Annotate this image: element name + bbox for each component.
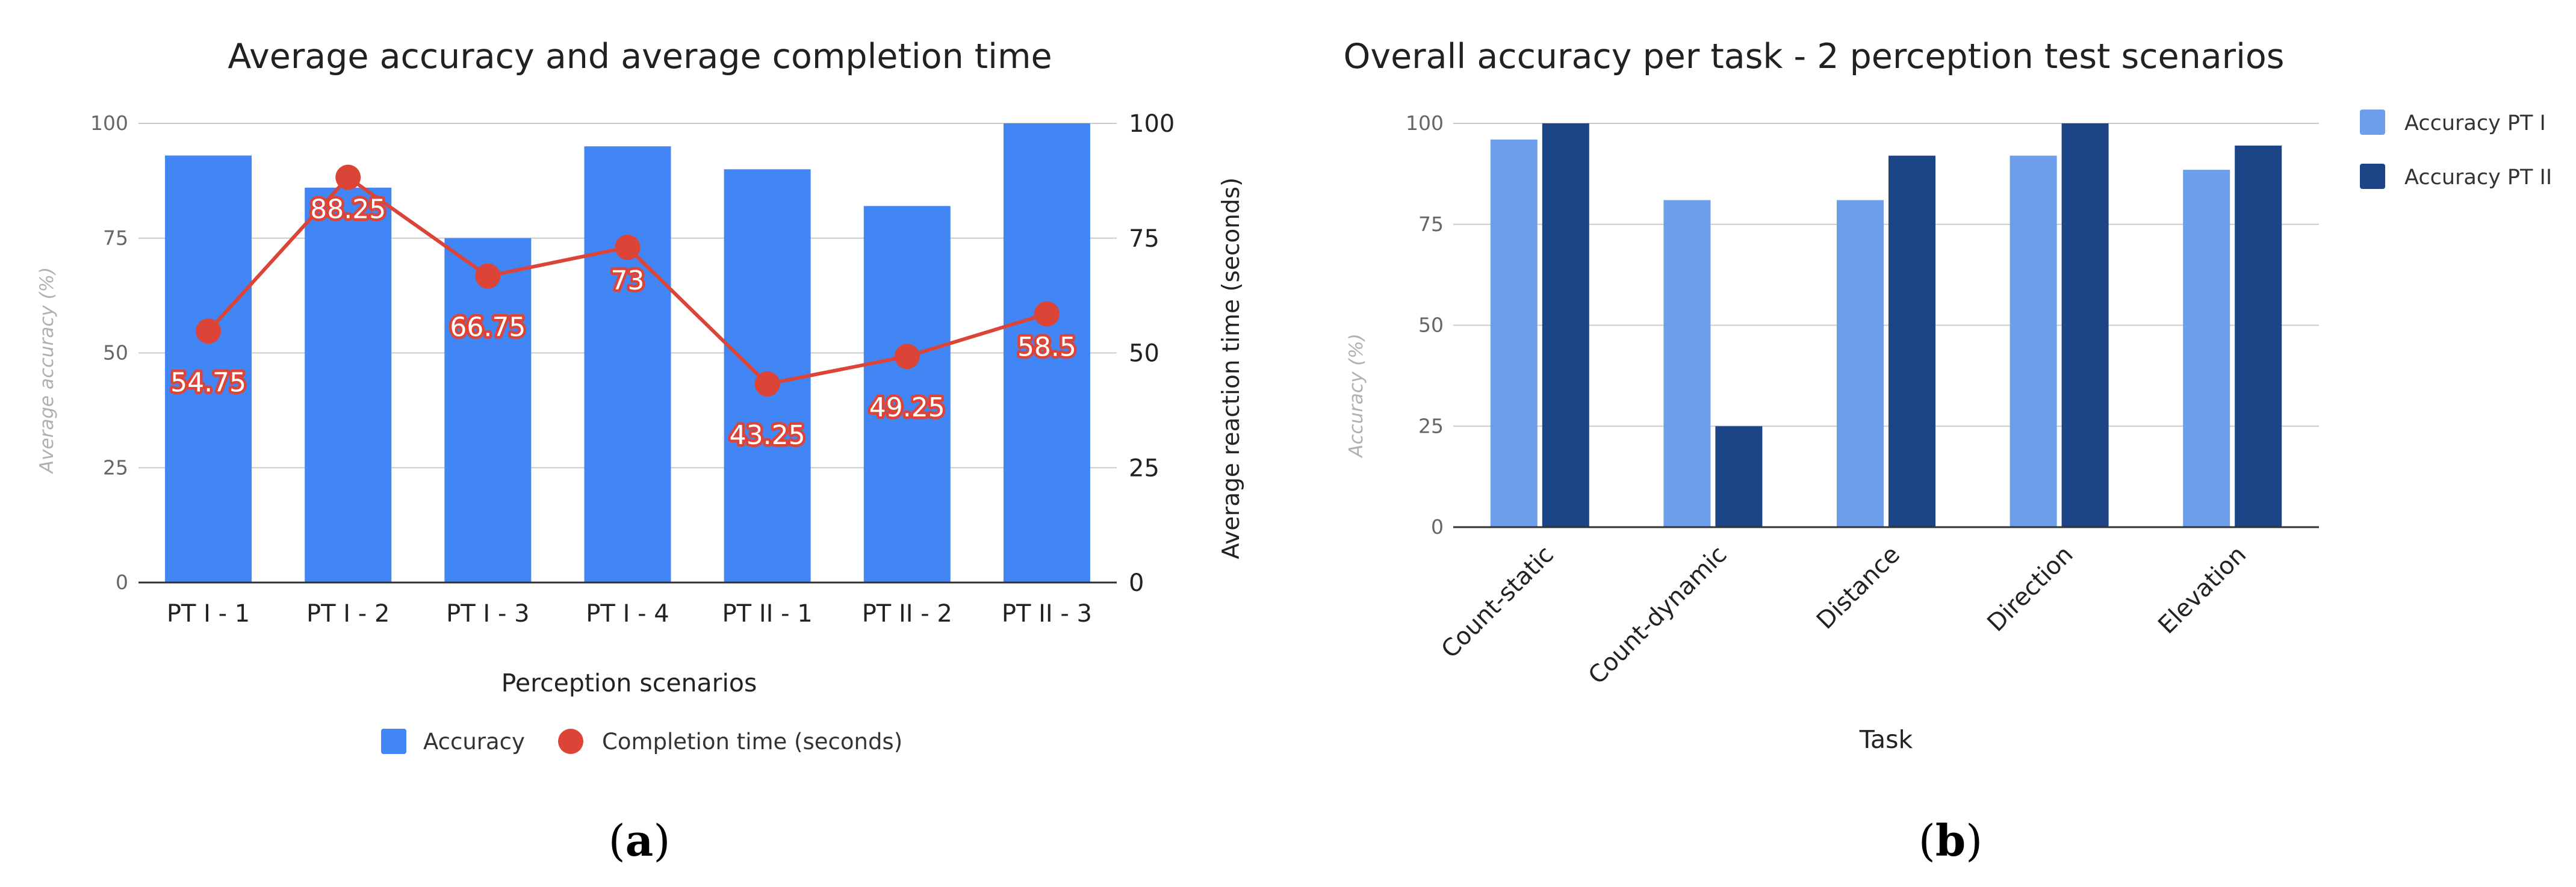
chart-b-bars	[1490, 123, 2282, 528]
bar-count-static-accuracy-pt-i	[1490, 139, 1538, 528]
legend-pt2-label: Accuracy PT II	[2404, 165, 2552, 190]
caption-a-letter: a	[625, 815, 654, 866]
b-left-tick-50: 50	[1418, 314, 1444, 337]
b-left-tick-0: 0	[1431, 515, 1444, 539]
bar-pt-i-3	[444, 238, 532, 583]
category-label-direction: Direction	[1982, 541, 2078, 637]
chart-b-category-labels: Count-static Count-dynamic Distance Directi…	[1436, 541, 2252, 690]
completion-point-pt-i-2	[335, 164, 361, 190]
chart-a-y2-axis-title: Average reaction time (seconds)	[1218, 178, 1245, 560]
right-tick-0: 0	[1129, 569, 1144, 597]
bar-direction-accuracy-pt-i	[2010, 155, 2057, 527]
legend-pt1-swatch	[2360, 110, 2385, 135]
caption-b: (b)	[1919, 815, 1983, 866]
chart-a-left-ticks: 0 25 50 75 100	[90, 111, 128, 594]
chart-b-x-axis-title: Task	[1859, 725, 1913, 754]
category-label-pt-i-4: PT I - 4	[586, 600, 669, 628]
completion-label-pt-i-3: 66.75	[450, 312, 526, 343]
completion-label-pt-i-1: 54.75	[170, 367, 246, 398]
legend-completion-label: Completion time (seconds)	[602, 729, 902, 755]
category-label-pt-i-2: PT I - 2	[306, 600, 390, 628]
completion-label-pt-ii-3: 58.5	[1017, 332, 1076, 363]
caption-b-letter: b	[1935, 815, 1966, 866]
left-tick-0: 0	[116, 570, 128, 594]
chart-a-right-ticks: 0 25 50 75 100	[1129, 110, 1175, 597]
bar-count-dynamic-accuracy-pt-ii	[1715, 426, 1763, 527]
b-left-tick-75: 75	[1418, 212, 1444, 236]
category-label-count-static: Count-static	[1436, 541, 1559, 664]
bar-count-dynamic-accuracy-pt-i	[1663, 200, 1711, 527]
completion-point-pt-i-1	[196, 318, 222, 344]
bar-elevation-accuracy-pt-ii	[2235, 145, 2282, 527]
completion-label-pt-i-4: 73	[611, 265, 645, 296]
category-label-pt-i-1: PT I - 1	[167, 600, 250, 628]
bar-elevation-accuracy-pt-i	[2183, 170, 2230, 527]
chart-b-title: Overall accuracy per task - 2 perception…	[1344, 37, 2285, 76]
category-label-pt-ii-2: PT II - 2	[862, 600, 952, 628]
right-tick-75: 75	[1129, 225, 1159, 253]
b-left-tick-100: 100	[1406, 111, 1444, 135]
bar-direction-accuracy-pt-ii	[2061, 123, 2109, 527]
category-label-pt-ii-3: PT II - 3	[1002, 600, 1092, 628]
right-tick-50: 50	[1129, 340, 1159, 368]
bar-distance-accuracy-pt-ii	[1889, 155, 1935, 527]
left-tick-50: 50	[103, 341, 128, 365]
chart-a: Average accuracy and average completion …	[36, 37, 1245, 866]
chart-b-y-axis-title: Accuracy (%)	[1345, 333, 1367, 459]
completion-point-pt-i-3	[475, 263, 501, 289]
legend-accuracy-swatch	[381, 729, 406, 754]
category-label-elevation: Elevation	[2153, 541, 2252, 640]
legend-pt1-label: Accuracy PT I	[2404, 111, 2546, 135]
chart-a-category-labels: PT I - 1 PT I - 2 PT I - 3 PT I - 4 PT II - …	[167, 600, 1092, 628]
bar-distance-accuracy-pt-i	[1837, 200, 1884, 527]
chart-b-gridlines	[1453, 123, 2319, 427]
left-tick-75: 75	[103, 226, 128, 250]
legend-accuracy-label: Accuracy	[423, 729, 525, 755]
bar-pt-ii-3	[1003, 123, 1090, 583]
chart-a-y-axis-title: Average accuracy (%)	[36, 267, 58, 474]
bar-pt-ii-2	[863, 206, 951, 583]
category-label-pt-ii-1: PT II - 1	[722, 600, 813, 628]
chart-b-legend: Accuracy PT I Accuracy PT II	[2360, 110, 2552, 190]
legend-pt2-swatch	[2360, 164, 2385, 189]
category-label-count-dynamic: Count-dynamic	[1583, 541, 1733, 690]
bar-pt-i-4	[584, 146, 671, 583]
completion-point-pt-ii-1	[754, 371, 780, 397]
completion-point-pt-ii-3	[1034, 301, 1060, 327]
chart-a-completion-line: 54.75 88.25 66.75 73 43.25 49.25 58.5	[168, 164, 1079, 454]
completion-label-pt-ii-2: 49.25	[869, 392, 945, 423]
chart-a-title: Average accuracy and average completion …	[228, 37, 1052, 76]
completion-label-pt-i-2: 88.25	[310, 194, 386, 225]
right-tick-25: 25	[1129, 454, 1159, 482]
category-label-pt-i-3: PT I - 3	[446, 600, 529, 628]
legend-completion-swatch	[558, 729, 583, 754]
completion-label-pt-ii-1: 43.25	[730, 420, 805, 451]
chart-a-x-axis-title: Perception scenarios	[501, 669, 757, 697]
left-tick-25: 25	[103, 456, 128, 479]
left-tick-100: 100	[90, 111, 128, 135]
bar-pt-i-1	[165, 155, 252, 583]
completion-point-pt-i-4	[615, 235, 641, 261]
category-label-distance: Distance	[1811, 541, 1905, 635]
completion-point-pt-ii-2	[894, 344, 920, 369]
b-left-tick-25: 25	[1418, 414, 1444, 437]
bar-pt-i-2	[305, 187, 392, 583]
right-tick-100: 100	[1129, 110, 1175, 138]
bar-count-static-accuracy-pt-ii	[1542, 123, 1589, 527]
chart-b: Overall accuracy per task - 2 perception…	[1344, 37, 2553, 866]
chart-a-legend: Accuracy Completion time (seconds)	[381, 729, 902, 755]
chart-b-left-ticks: 0 25 50 75 100	[1406, 111, 1444, 539]
caption-a: (a)	[609, 815, 671, 866]
